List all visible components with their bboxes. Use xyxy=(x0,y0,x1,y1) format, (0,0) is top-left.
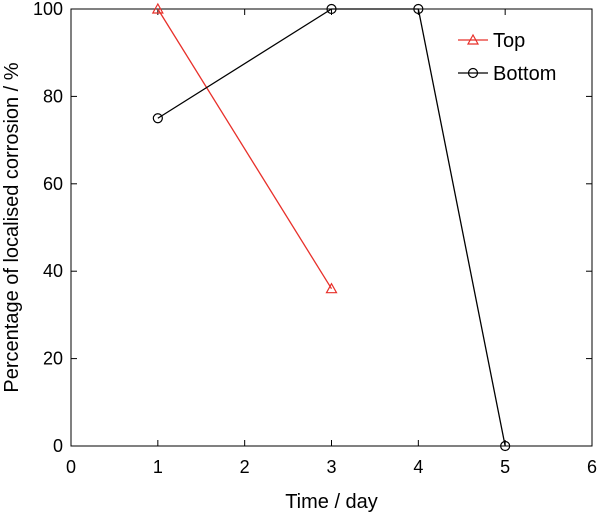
series-bottom xyxy=(152,3,511,452)
y-tick-label: 60 xyxy=(43,174,63,194)
x-tick-label: 0 xyxy=(66,457,76,477)
y-tick-label: 20 xyxy=(43,349,63,369)
y-tick-label: 40 xyxy=(43,261,63,281)
x-tick-label: 6 xyxy=(587,457,597,477)
y-tick-label: 100 xyxy=(33,0,63,19)
series-line-bottom xyxy=(157,8,506,447)
series-layer xyxy=(151,2,511,452)
x-tick-label: 1 xyxy=(153,457,163,477)
x-tick-label: 3 xyxy=(326,457,336,477)
y-axis-title: Percentage of localised corrosion / % xyxy=(1,62,23,392)
data-point-top xyxy=(325,282,338,294)
legend-item-bottom: Bottom xyxy=(458,63,556,85)
x-tick-label: 4 xyxy=(413,457,423,477)
data-point-bottom xyxy=(413,3,424,15)
y-tick-label: 0 xyxy=(53,436,63,456)
data-point-top xyxy=(151,2,164,14)
legend: Top Bottom xyxy=(458,30,556,85)
data-point-bottom xyxy=(326,3,337,15)
data-point-bottom xyxy=(500,440,511,452)
legend-label-top: Top xyxy=(493,30,525,52)
x-tick-label: 2 xyxy=(240,457,250,477)
legend-marker-top xyxy=(466,33,480,45)
y-tick-label: 80 xyxy=(43,86,63,106)
series-top xyxy=(151,2,338,294)
x-axis-title: Time / day xyxy=(285,491,378,513)
legend-item-top: Top xyxy=(458,30,525,52)
legend-label-bottom: Bottom xyxy=(493,63,556,85)
data-point-bottom xyxy=(152,113,163,124)
x-tick-label: 5 xyxy=(500,457,510,477)
y-axis-ticks: 0 20 40 60 80 100 xyxy=(33,0,592,456)
legend-marker-bottom xyxy=(467,67,479,79)
series-line-top xyxy=(157,8,333,290)
